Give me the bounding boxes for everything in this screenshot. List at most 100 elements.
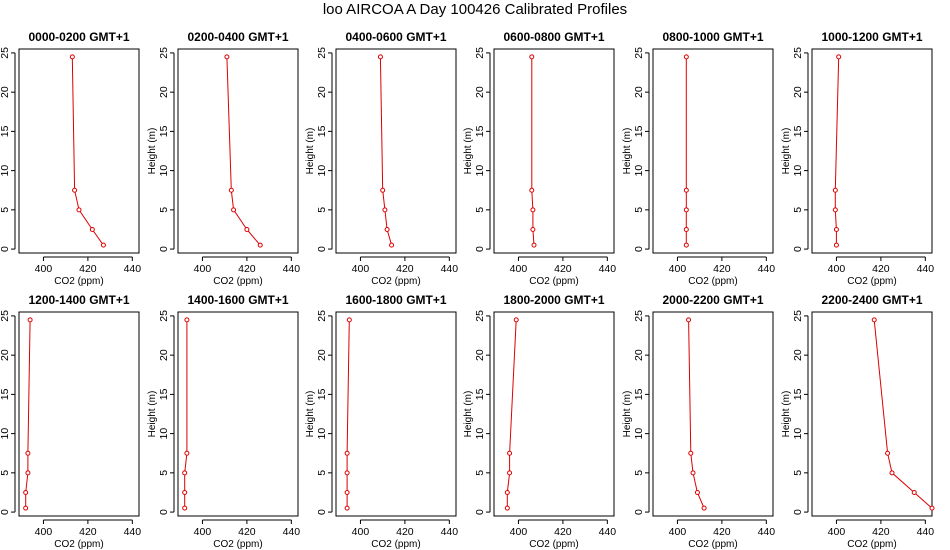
data-point: [529, 187, 535, 193]
y-tick-label: 15: [474, 125, 486, 137]
y-tick-label: 5: [792, 207, 804, 213]
x-tick-label: 400: [194, 263, 212, 275]
y-tick-label: 15: [633, 388, 645, 400]
y-tick-label: 10: [633, 165, 645, 177]
panel-title: 0000-0200 GMT+1: [28, 30, 129, 44]
data-point: [507, 470, 513, 476]
y-axis-label: Height (m): [147, 391, 158, 438]
x-tick-label: 420: [554, 526, 572, 538]
data-point: [513, 317, 519, 323]
x-tick-label: 420: [872, 263, 890, 275]
y-tick-label: 0: [792, 509, 804, 515]
y-tick-label: 20: [0, 349, 11, 361]
y-tick-label: 0: [316, 246, 328, 252]
y-tick-label: 15: [633, 125, 645, 137]
data-point: [833, 242, 839, 248]
data-point: [833, 226, 839, 232]
x-tick-label: 440: [599, 526, 617, 538]
data-point: [100, 242, 106, 248]
x-tick-label: 440: [758, 526, 776, 538]
x-tick-label: 440: [441, 263, 459, 275]
y-axis-label: Height (m): [622, 128, 633, 175]
data-point: [377, 54, 383, 60]
y-axis-label: Height (m): [781, 128, 792, 175]
y-tick-label: 5: [158, 470, 170, 476]
y-tick-label: 20: [0, 86, 11, 98]
profile-line: [531, 56, 535, 246]
data-point: [701, 505, 707, 511]
panel-title: 0200-0400 GMT+1: [187, 30, 288, 44]
data-point: [529, 54, 535, 60]
panel-title: 0800-1000 GMT+1: [662, 30, 763, 44]
panel-title: 0400-0600 GMT+1: [345, 30, 446, 44]
y-tick-label: 5: [474, 470, 486, 476]
panel-title: 0600-0800 GMT+1: [503, 30, 604, 44]
y-tick-label: 25: [158, 310, 170, 322]
y-tick-label: 5: [0, 207, 11, 213]
x-tick-label: 440: [599, 263, 617, 275]
y-tick-label: 10: [633, 428, 645, 440]
panel-title: 1000-1200 GMT+1: [821, 30, 922, 44]
x-tick-label: 400: [35, 526, 53, 538]
x-tick-label: 420: [79, 526, 97, 538]
data-point: [504, 505, 510, 511]
data-point: [72, 187, 78, 193]
data-point: [832, 187, 838, 193]
data-point: [683, 226, 689, 232]
panel-title: 1800-2000 GMT+1: [503, 293, 604, 307]
x-tick-label: 440: [124, 263, 142, 275]
y-tick-label: 25: [158, 47, 170, 59]
x-axis-label: CO2 (ppm): [847, 276, 896, 287]
y-tick-label: 5: [0, 470, 11, 476]
y-tick-label: 10: [0, 428, 11, 440]
x-tick-label: 400: [828, 263, 846, 275]
plot-frame: [177, 48, 299, 254]
y-axis-label: Height (m): [781, 391, 792, 438]
y-tick-label: 20: [158, 349, 170, 361]
x-axis-label: CO2 (ppm): [54, 276, 103, 287]
x-tick-label: 440: [283, 263, 301, 275]
panel-5: 1000-1200 GMT+1 400 420 440 CO2 (ppm) 0 5 10 15 2…: [781, 30, 934, 287]
panel-title: 2200-2400 GMT+1: [821, 293, 922, 307]
x-tick-label: 420: [238, 263, 256, 275]
plot-frame: [18, 311, 140, 517]
y-tick-label: 15: [474, 388, 486, 400]
profile-line: [226, 56, 261, 246]
y-tick-label: 5: [158, 207, 170, 213]
x-tick-label: 420: [713, 263, 731, 275]
data-point: [224, 54, 230, 60]
y-axis-label: Height (m): [305, 128, 316, 175]
profile-line: [71, 56, 104, 246]
panel-0: 0000-0200 GMT+1 400 420 440 CO2 (ppm) 0 5 10 15 2…: [0, 30, 141, 287]
panel-title: 1400-1600 GMT+1: [187, 293, 288, 307]
y-tick-label: 15: [316, 125, 328, 137]
y-tick-label: 5: [633, 470, 645, 476]
plot-frame: [493, 48, 615, 254]
y-tick-label: 25: [792, 310, 804, 322]
data-point: [182, 470, 188, 476]
x-tick-label: 400: [669, 526, 687, 538]
y-tick-label: 20: [792, 349, 804, 361]
panel-title: 2000-2200 GMT+1: [662, 293, 763, 307]
y-tick-label: 20: [474, 86, 486, 98]
data-point: [25, 470, 31, 476]
x-tick-label: 420: [396, 526, 414, 538]
panel-4: 0800-1000 GMT+1 400 420 440 CO2 (ppm) 0 5 10 15 2…: [622, 30, 775, 287]
y-tick-label: 15: [792, 388, 804, 400]
x-axis-label: CO2 (ppm): [371, 539, 420, 550]
panel-11: 2200-2400 GMT+1 400 420 440 CO2 (ppm) 0 5 10 15 2…: [781, 293, 935, 550]
x-axis-label: CO2 (ppm): [847, 539, 896, 550]
data-point: [69, 54, 75, 60]
profile-line: [506, 319, 517, 509]
data-point: [871, 317, 877, 323]
data-point: [530, 226, 536, 232]
y-tick-label: 10: [474, 165, 486, 177]
data-point: [23, 505, 29, 511]
y-tick-label: 0: [633, 509, 645, 515]
y-tick-label: 0: [316, 509, 328, 515]
x-tick-label: 400: [35, 263, 53, 275]
x-tick-label: 420: [79, 263, 97, 275]
profile-line: [834, 56, 840, 246]
plot-frame: [18, 48, 140, 254]
x-tick-label: 420: [554, 263, 572, 275]
